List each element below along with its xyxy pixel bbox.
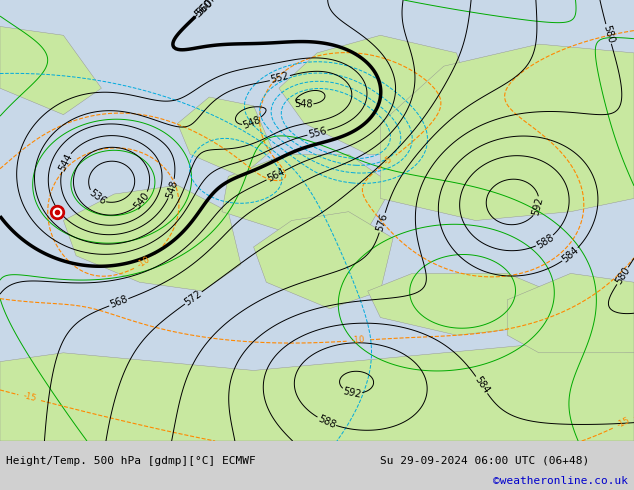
Text: 592: 592 <box>531 196 545 217</box>
Polygon shape <box>222 154 393 238</box>
Polygon shape <box>380 44 634 220</box>
Text: 580: 580 <box>601 24 616 44</box>
Text: Height/Temp. 500 hPa [gdmp][°C] ECMWF: Height/Temp. 500 hPa [gdmp][°C] ECMWF <box>6 456 256 466</box>
Text: -15: -15 <box>616 416 631 430</box>
Text: 560: 560 <box>193 0 214 20</box>
Text: 584: 584 <box>560 245 581 265</box>
Text: 580: 580 <box>613 266 632 286</box>
Text: 552: 552 <box>269 71 290 85</box>
Text: 544: 544 <box>56 152 74 173</box>
Polygon shape <box>279 35 476 154</box>
Polygon shape <box>0 344 634 441</box>
Text: 564: 564 <box>265 167 286 184</box>
Polygon shape <box>63 185 241 291</box>
Text: 592: 592 <box>342 386 362 399</box>
Text: 536: 536 <box>86 188 107 207</box>
Text: -15: -15 <box>22 392 37 404</box>
Text: 540: 540 <box>133 190 152 211</box>
Text: 588: 588 <box>534 232 555 250</box>
Polygon shape <box>254 212 393 309</box>
Text: 560: 560 <box>195 0 215 18</box>
Polygon shape <box>178 97 273 176</box>
Text: ©weatheronline.co.uk: ©weatheronline.co.uk <box>493 476 628 486</box>
Text: -5: -5 <box>383 155 395 167</box>
Text: -10: -10 <box>136 255 152 270</box>
Text: 556: 556 <box>307 126 328 140</box>
Text: Su 29-09-2024 06:00 UTC (06+48): Su 29-09-2024 06:00 UTC (06+48) <box>380 456 590 466</box>
Polygon shape <box>368 273 571 335</box>
Text: 572: 572 <box>183 289 204 307</box>
Text: 584: 584 <box>472 374 491 395</box>
Text: 588: 588 <box>316 414 337 430</box>
Text: 548: 548 <box>164 178 179 199</box>
Text: 548: 548 <box>294 99 313 109</box>
Polygon shape <box>0 26 101 115</box>
Text: -10: -10 <box>351 336 365 345</box>
Text: 548: 548 <box>242 114 262 130</box>
Text: 576: 576 <box>375 212 390 233</box>
Text: 568: 568 <box>108 294 129 310</box>
Polygon shape <box>507 273 634 353</box>
